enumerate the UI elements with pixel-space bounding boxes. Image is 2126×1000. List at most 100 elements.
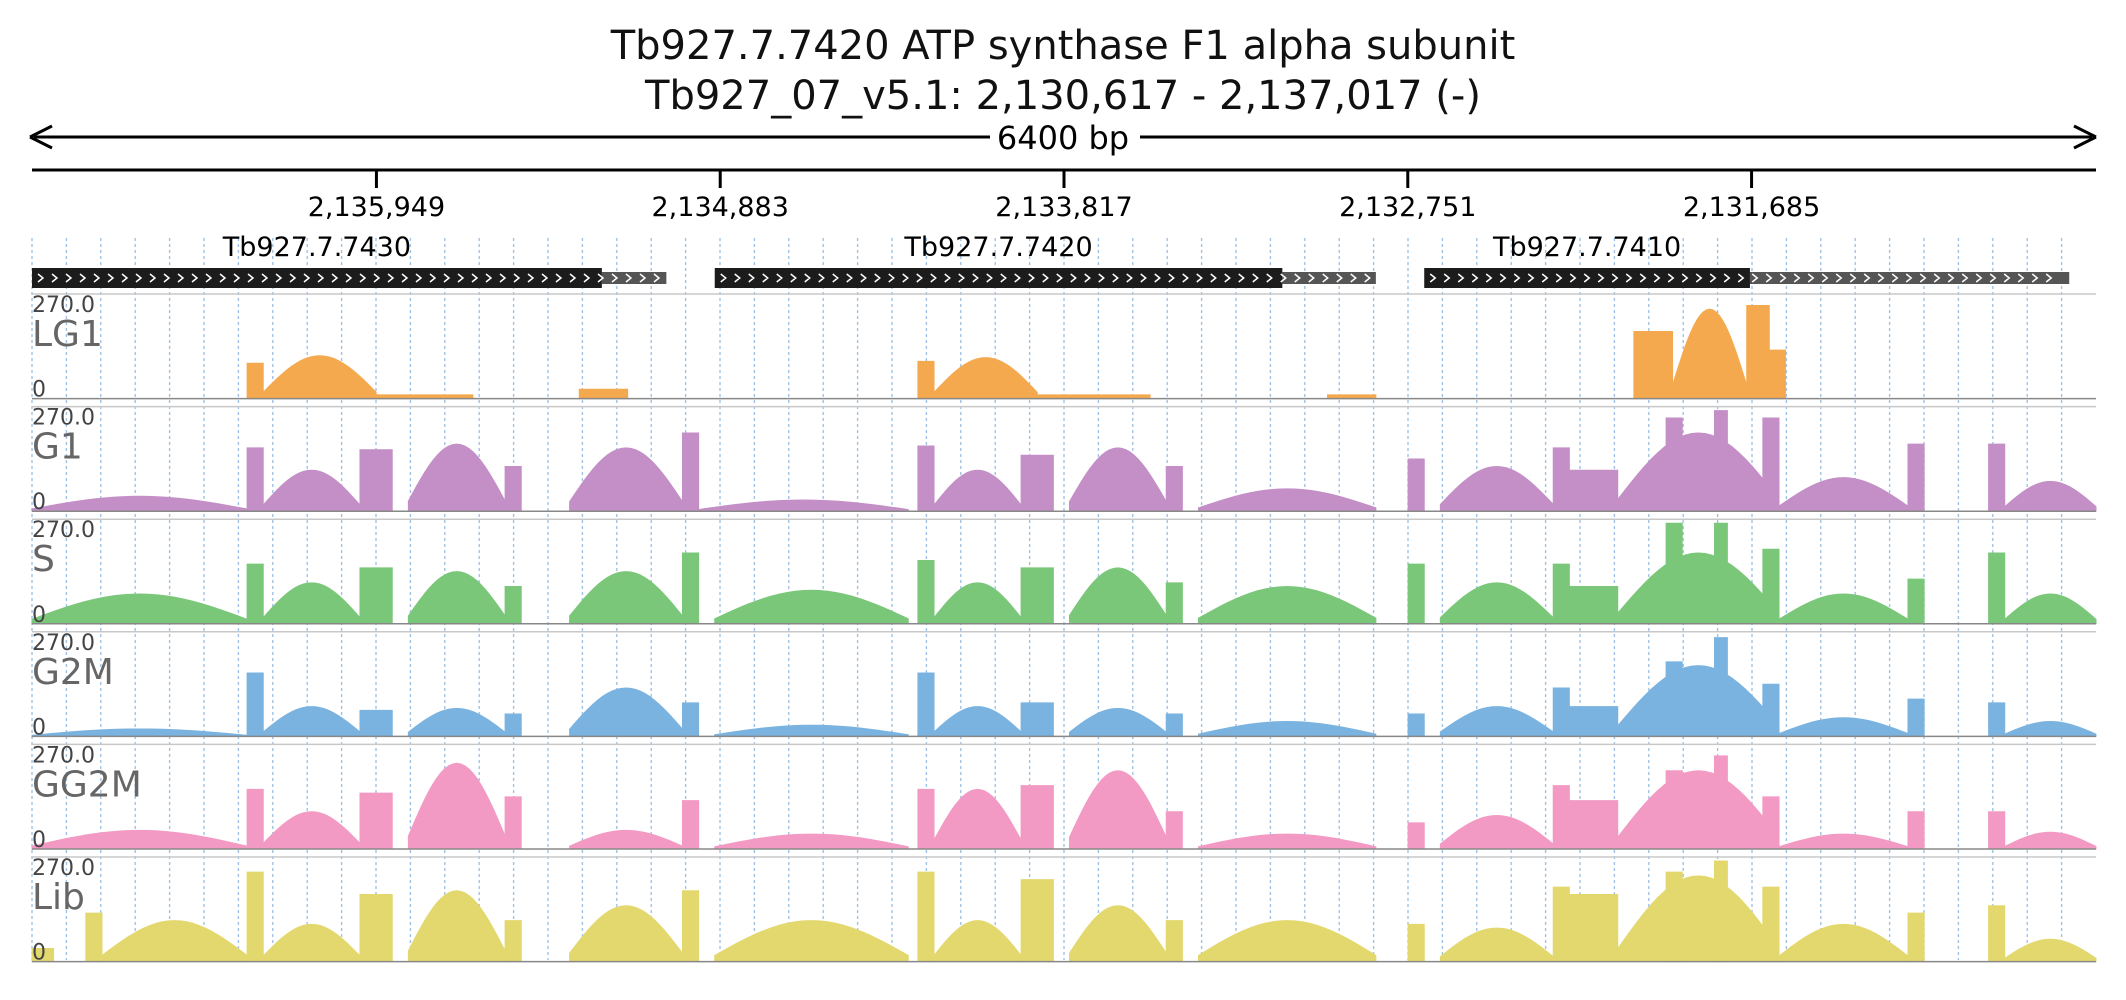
coverage-area bbox=[1020, 785, 1054, 850]
coverage-area bbox=[1407, 563, 1425, 625]
arrow-right-icon bbox=[2073, 124, 2097, 150]
coverage-area bbox=[504, 713, 522, 737]
strand-chevrons-icon bbox=[37, 273, 661, 283]
coverage-area bbox=[407, 443, 506, 512]
gene-cds bbox=[32, 268, 602, 288]
coverage-area bbox=[1568, 800, 1619, 850]
coverage-area bbox=[246, 788, 264, 850]
coverage-area bbox=[504, 920, 522, 963]
coverage-area bbox=[1407, 713, 1425, 737]
coverage-area bbox=[1762, 796, 1780, 850]
coverage-area bbox=[1617, 770, 1780, 850]
coverage-area bbox=[917, 559, 935, 625]
ruler-tick-label: 2,134,883 bbox=[652, 192, 789, 223]
coverage-area bbox=[1068, 770, 1167, 850]
coverage-area bbox=[359, 709, 393, 737]
coverage-area bbox=[1068, 447, 1167, 512]
track-lib: 270.0 0 Lib bbox=[31, 856, 2097, 966]
coverage-area bbox=[1778, 717, 1909, 737]
span-label: 6400 bp bbox=[997, 119, 1129, 157]
coverage-area bbox=[1068, 707, 1167, 737]
track-name-label: G2M bbox=[32, 652, 114, 693]
coverage-area bbox=[1617, 875, 1780, 963]
arrow-left-icon bbox=[29, 124, 53, 150]
coverage-area bbox=[1713, 522, 1728, 625]
coverage-area bbox=[246, 871, 264, 963]
coverage-area bbox=[1762, 417, 1780, 512]
coverage-area bbox=[101, 920, 248, 963]
strand-chevrons-icon bbox=[720, 273, 1371, 283]
track-ymin-label: 0 bbox=[32, 490, 46, 515]
coverage-area bbox=[933, 469, 1022, 512]
track-name-label: GG2M bbox=[32, 764, 142, 805]
coverage-area bbox=[246, 447, 264, 512]
gene-label: Tb927.7.7410 bbox=[1492, 232, 1681, 263]
coverage-area bbox=[1713, 755, 1728, 850]
coverage-area bbox=[1552, 563, 1570, 625]
ruler-tick-label: 2,131,685 bbox=[1683, 192, 1820, 223]
coverage-area bbox=[1552, 785, 1570, 850]
coverage-area bbox=[1197, 720, 1377, 737]
coverage-area bbox=[1568, 706, 1619, 737]
coverage-area bbox=[681, 890, 700, 963]
coverage-area bbox=[407, 890, 506, 963]
coverage-area bbox=[1020, 702, 1054, 737]
coverage-area bbox=[262, 355, 377, 400]
coverage-area bbox=[933, 788, 1022, 850]
coverage-area bbox=[1762, 886, 1780, 963]
coverage-area bbox=[681, 702, 700, 737]
coverage-area bbox=[933, 357, 1038, 400]
coverage-area bbox=[1439, 582, 1554, 625]
coverage-area bbox=[1165, 713, 1183, 737]
track-lg1: 270.0 0 LG1 bbox=[32, 293, 2096, 403]
coverage-area bbox=[1665, 661, 1683, 737]
coverage-area bbox=[359, 449, 393, 512]
coverage-area bbox=[2004, 938, 2097, 963]
gene-label: Tb927.7.7420 bbox=[903, 232, 1092, 263]
coverage-area bbox=[1020, 879, 1054, 963]
coverage-area bbox=[31, 593, 248, 625]
coverage-area bbox=[1665, 522, 1683, 625]
track-ymax-label: 270.0 bbox=[32, 518, 95, 543]
coverage-area bbox=[262, 706, 361, 737]
coverage-area bbox=[1988, 552, 2006, 625]
coverage-area bbox=[1617, 432, 1780, 512]
coverage-area bbox=[1665, 871, 1683, 963]
coverage-area bbox=[917, 672, 935, 737]
track-ymin-label: 0 bbox=[32, 941, 46, 966]
coverage-area bbox=[1568, 469, 1619, 512]
coverage-area bbox=[681, 432, 700, 512]
coverage-area bbox=[1988, 905, 2006, 963]
ruler-tick-label: 2,135,949 bbox=[308, 192, 445, 223]
coverage-area bbox=[1165, 582, 1183, 625]
coverage-area bbox=[1439, 706, 1554, 737]
coverage-area bbox=[714, 833, 909, 850]
coverage-area bbox=[246, 563, 264, 625]
coverage-area bbox=[262, 923, 361, 963]
coverage-area bbox=[1197, 920, 1377, 963]
ruler-tick-label: 2,132,751 bbox=[1339, 192, 1476, 223]
coverage-area bbox=[917, 788, 935, 850]
coverage-area bbox=[262, 811, 361, 850]
track-name-label: G1 bbox=[32, 427, 83, 468]
coverage-area bbox=[2004, 480, 2097, 512]
coverage-area bbox=[1988, 811, 2006, 850]
coverage-area bbox=[85, 912, 103, 963]
coverage-area bbox=[1197, 833, 1377, 850]
coverage-area bbox=[262, 582, 361, 625]
chart-title: Tb927.7.7420 ATP synthase F1 alpha subun… bbox=[610, 23, 1516, 69]
coverage-area bbox=[681, 552, 700, 625]
track-ymin-label: 0 bbox=[32, 603, 46, 628]
coverage-area bbox=[1568, 586, 1619, 625]
coverage-area bbox=[1907, 443, 1925, 512]
chart-subtitle: Tb927_07_v5.1: 2,130,617 - 2,137,017 (-) bbox=[645, 73, 1481, 119]
coverage-area bbox=[1713, 410, 1728, 512]
coverage-area bbox=[31, 728, 248, 737]
coverage-area bbox=[1165, 920, 1183, 963]
coverage-area bbox=[2004, 831, 2097, 850]
coverage-area bbox=[504, 586, 522, 625]
coverage-area bbox=[359, 792, 393, 850]
track-name-label: LG1 bbox=[32, 314, 103, 355]
coverage-area bbox=[1762, 548, 1780, 625]
coverage-area bbox=[1439, 465, 1554, 512]
